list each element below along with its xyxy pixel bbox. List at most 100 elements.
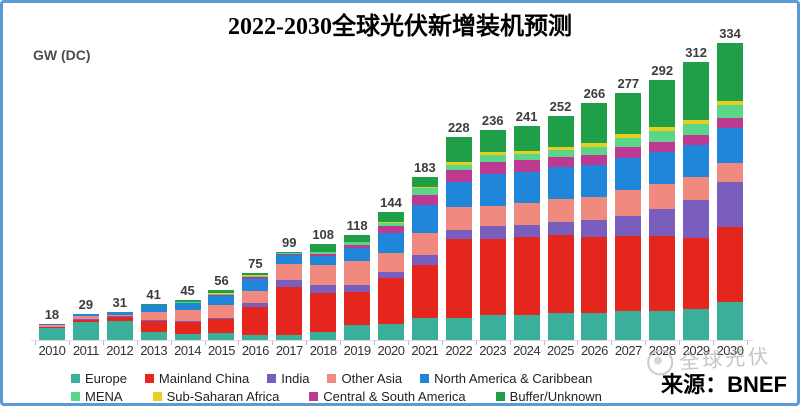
bar-column-2030: 334 — [713, 3, 747, 340]
segment-mainland-china — [140, 321, 167, 332]
segment-india — [683, 200, 710, 238]
segment-mena — [479, 154, 506, 162]
segment-other-asia — [683, 177, 710, 201]
segment-mainland-china — [72, 319, 99, 323]
segment-central-south-america — [717, 118, 744, 129]
segment-central-south-america — [615, 146, 642, 158]
segment-north-america-caribbean — [615, 157, 642, 190]
legend-swatch — [71, 373, 80, 383]
axis-tick — [306, 341, 308, 345]
segment-mainland-china — [310, 292, 337, 332]
segment-mena — [615, 137, 642, 147]
segment-sub-saharan-africa — [615, 134, 642, 138]
stacked-bar-2030 — [717, 42, 744, 340]
segment-mena — [513, 153, 540, 161]
legend-label: India — [281, 370, 310, 386]
segment-north-america-caribbean — [683, 145, 710, 178]
axis-tick — [102, 341, 104, 345]
bar-total-label: 31 — [112, 295, 127, 311]
segment-sub-saharan-africa — [683, 120, 710, 124]
segment-other-asia — [38, 324, 65, 327]
segment-europe — [310, 331, 337, 340]
segment-mainland-china — [581, 236, 608, 314]
segment-buffer-unknown — [683, 62, 710, 121]
segment-india — [513, 225, 540, 237]
segment-mena — [310, 251, 337, 254]
stacked-bar-2016 — [242, 273, 269, 340]
segment-north-america-caribbean — [38, 323, 65, 325]
stacked-bar-2018 — [310, 243, 337, 340]
segment-north-america-caribbean — [717, 128, 744, 163]
segment-central-south-america — [547, 156, 574, 168]
bar-column-2024: 241 — [510, 3, 544, 340]
bar-total-label: 45 — [180, 282, 195, 298]
segment-sub-saharan-africa — [242, 275, 269, 276]
bar-column-2017: 99 — [272, 3, 306, 340]
segment-mainland-china — [717, 226, 744, 302]
segment-europe — [717, 301, 744, 340]
segment-mainland-china — [445, 239, 472, 318]
segment-india — [411, 255, 438, 266]
segment-europe — [344, 324, 371, 340]
segment-europe — [242, 334, 269, 340]
segment-europe — [547, 313, 574, 340]
legend-swatch — [267, 373, 277, 383]
x-tick-label-2025: 2025 — [547, 343, 574, 358]
segment-mena — [445, 164, 472, 170]
segment-sub-saharan-africa — [411, 186, 438, 188]
legend-label: MENA — [85, 388, 123, 404]
segment-central-south-america — [208, 294, 235, 297]
bar-column-2013: 41 — [137, 3, 171, 340]
segment-mena — [208, 293, 235, 295]
segment-buffer-unknown — [174, 299, 201, 302]
stacked-bar-2013 — [140, 303, 167, 340]
bar-column-2023: 236 — [476, 3, 510, 340]
bar-column-2015: 56 — [205, 3, 239, 340]
segment-sub-saharan-africa — [513, 151, 540, 154]
legend-swatch — [327, 373, 337, 383]
legend-swatch — [71, 391, 80, 401]
segment-north-america-caribbean — [377, 233, 404, 253]
segment-india — [445, 229, 472, 240]
segment-central-south-america — [513, 160, 540, 172]
bar-total-label: 41 — [146, 286, 161, 302]
segment-mainland-china — [411, 265, 438, 318]
segment-other-asia — [581, 196, 608, 220]
x-axis-line — [31, 340, 753, 341]
x-tick-label-2028: 2028 — [648, 343, 676, 358]
bar-column-2010: 18 — [35, 3, 69, 340]
x-tick-label-2017: 2017 — [275, 343, 303, 358]
legend-item-europe: Europe — [71, 371, 127, 386]
segment-other-asia — [513, 202, 540, 226]
segment-mena — [547, 149, 574, 157]
segment-mainland-china — [649, 235, 676, 311]
axis-tick — [340, 341, 342, 345]
segment-mainland-china — [242, 306, 269, 335]
stacked-bar-2017 — [276, 251, 303, 340]
x-tick-label-2010: 2010 — [38, 343, 66, 358]
bar-column-2025: 252 — [544, 3, 578, 340]
bar-total-label: 108 — [312, 226, 335, 242]
segment-sub-saharan-africa — [377, 221, 404, 223]
axis-tick — [407, 341, 409, 345]
segment-buffer-unknown — [208, 290, 235, 293]
segment-mainland-china — [615, 235, 642, 312]
segment-central-south-america — [683, 135, 710, 146]
legend-label: Central & South America — [323, 388, 466, 404]
segment-mainland-china — [479, 239, 506, 316]
segment-mena — [276, 252, 303, 254]
segment-india — [174, 321, 201, 323]
segment-buffer-unknown — [513, 125, 540, 152]
axis-tick — [374, 341, 376, 345]
segment-mena — [581, 146, 608, 155]
segment-central-south-america — [377, 226, 404, 234]
segment-india — [377, 272, 404, 278]
segment-india — [547, 221, 574, 235]
segment-mainland-china — [38, 326, 65, 328]
x-tick-label-2022: 2022 — [445, 343, 473, 358]
bar-total-label: 241 — [515, 108, 538, 124]
segment-europe — [72, 322, 99, 340]
segment-mainland-china — [174, 322, 201, 334]
legend-item-buffer-unknown: Buffer/Unknown — [495, 389, 602, 403]
bar-column-2018: 108 — [306, 3, 340, 340]
